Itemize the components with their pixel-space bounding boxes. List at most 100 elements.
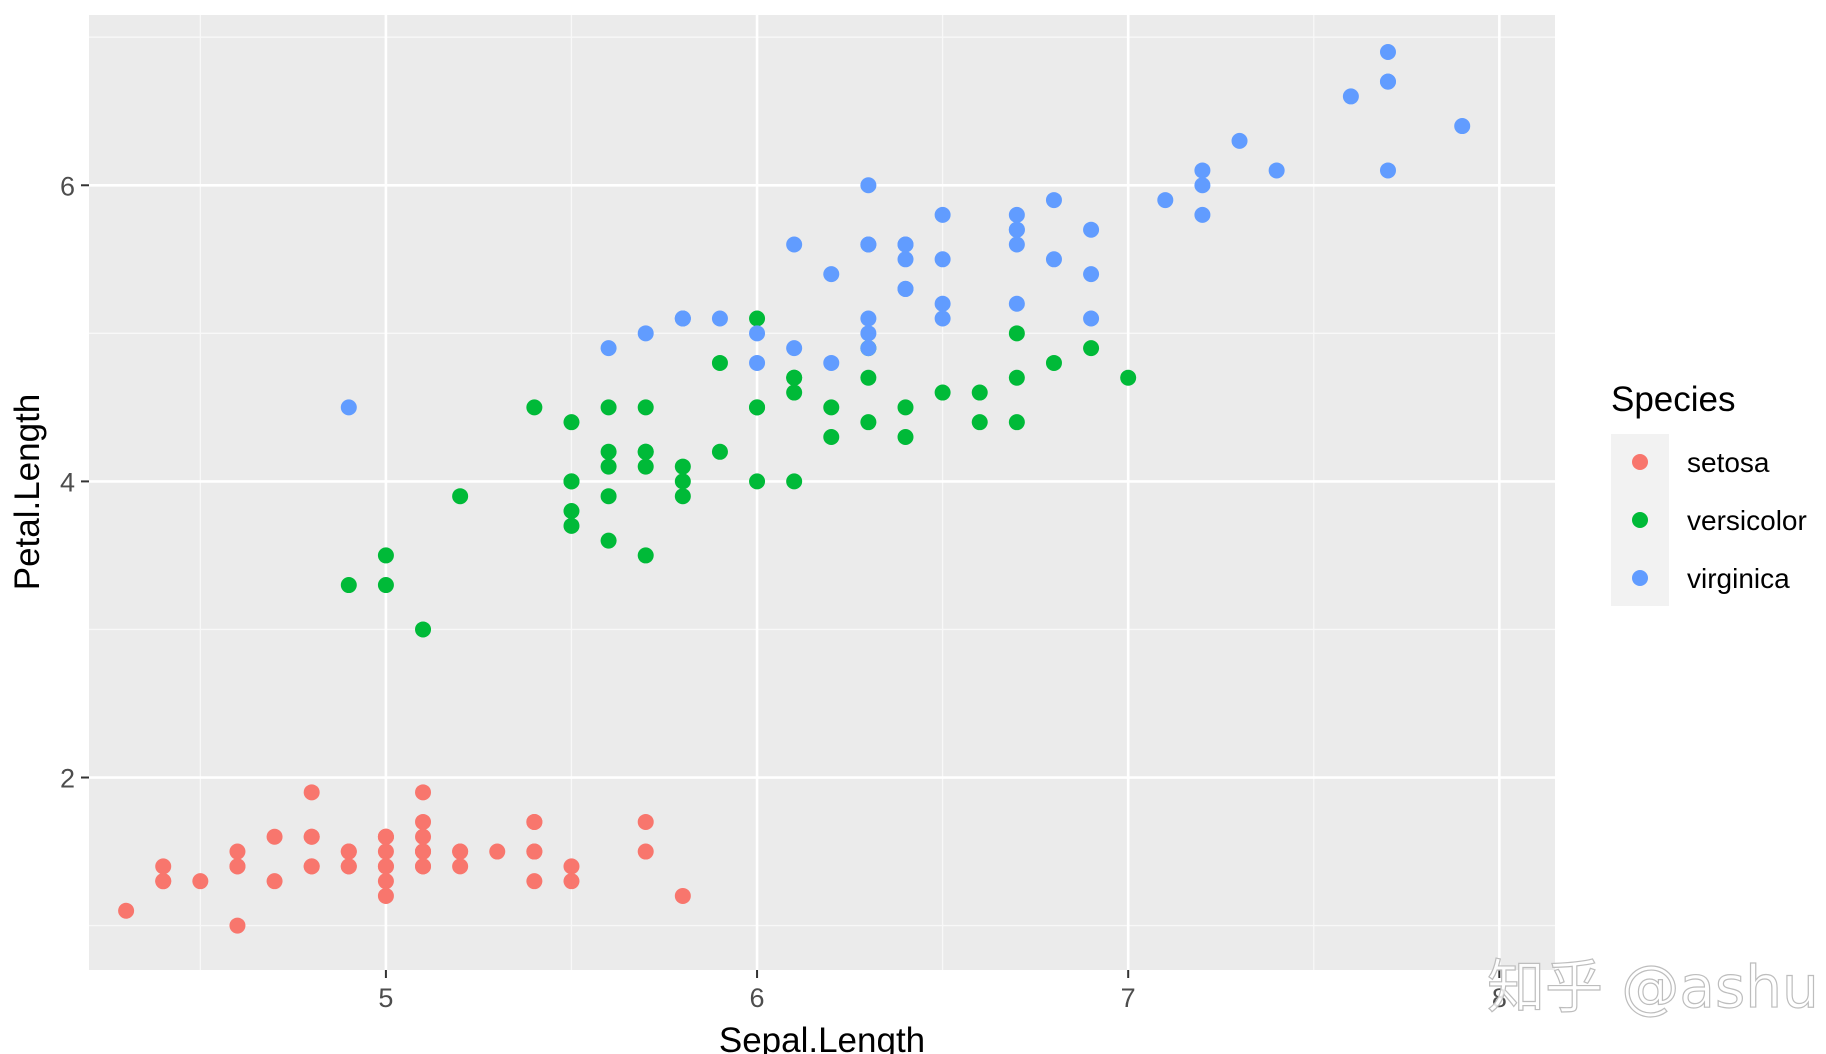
point-setosa: [563, 858, 580, 875]
point-virginica: [1342, 88, 1359, 105]
point-versicolor: [674, 473, 691, 490]
point-versicolor: [749, 310, 766, 327]
point-setosa: [377, 873, 394, 890]
point-virginica: [711, 310, 728, 327]
point-virginica: [1045, 251, 1062, 268]
point-versicolor: [1120, 369, 1137, 386]
point-setosa: [526, 813, 543, 830]
point-setosa: [377, 858, 394, 875]
point-virginica: [1008, 295, 1025, 312]
point-versicolor: [1008, 325, 1025, 342]
point-versicolor: [452, 488, 469, 505]
point-virginica: [1379, 44, 1396, 61]
point-versicolor: [971, 384, 988, 401]
data-points: [118, 44, 1471, 934]
point-versicolor: [600, 458, 617, 475]
legend-title: Species: [1611, 380, 1736, 419]
point-virginica: [1083, 310, 1100, 327]
point-virginica: [823, 266, 840, 283]
point-virginica: [1379, 162, 1396, 179]
point-versicolor: [563, 503, 580, 520]
point-virginica: [786, 236, 803, 253]
point-virginica: [934, 206, 951, 223]
point-setosa: [415, 843, 432, 860]
point-setosa: [118, 902, 135, 919]
legend-key-virginica: [1632, 570, 1648, 586]
legend: Species setosa versicolor virginica: [1611, 380, 1807, 606]
point-virginica: [637, 325, 654, 342]
point-versicolor: [600, 399, 617, 416]
x-tick-label: 5: [378, 983, 393, 1013]
legend-label-setosa: setosa: [1687, 447, 1770, 478]
point-versicolor: [786, 369, 803, 386]
x-axis-title: Sepal.Length: [719, 1021, 925, 1054]
point-versicolor: [1008, 414, 1025, 431]
legend-label-versicolor: versicolor: [1687, 505, 1807, 536]
point-virginica: [1045, 192, 1062, 209]
point-virginica: [749, 325, 766, 342]
point-versicolor: [823, 428, 840, 445]
point-virginica: [934, 310, 951, 327]
point-setosa: [303, 784, 320, 801]
point-versicolor: [823, 399, 840, 416]
point-versicolor: [340, 577, 357, 594]
point-setosa: [563, 873, 580, 890]
point-versicolor: [637, 458, 654, 475]
point-setosa: [377, 887, 394, 904]
point-virginica: [1194, 177, 1211, 194]
point-virginica: [1008, 221, 1025, 238]
point-versicolor: [786, 384, 803, 401]
point-setosa: [340, 858, 357, 875]
point-setosa: [415, 813, 432, 830]
axis-ticks: [81, 184, 1501, 978]
point-virginica: [1083, 266, 1100, 283]
point-setosa: [340, 843, 357, 860]
point-setosa: [637, 843, 654, 860]
point-versicolor: [563, 473, 580, 490]
point-versicolor: [897, 428, 914, 445]
point-virginica: [934, 251, 951, 268]
point-virginica: [897, 251, 914, 268]
point-virginica: [1379, 73, 1396, 90]
point-virginica: [860, 177, 877, 194]
point-virginica: [749, 354, 766, 371]
point-virginica: [1454, 118, 1471, 135]
point-versicolor: [415, 621, 432, 638]
point-versicolor: [1008, 369, 1025, 386]
point-versicolor: [674, 458, 691, 475]
y-tick-label: 4: [60, 467, 75, 497]
point-virginica: [1083, 221, 1100, 238]
point-virginica: [786, 340, 803, 357]
point-versicolor: [637, 547, 654, 564]
y-axis-title: Petal.Length: [8, 394, 47, 591]
point-virginica: [600, 340, 617, 357]
minor-gridlines: [89, 15, 1555, 970]
x-tick-label: 7: [1121, 983, 1136, 1013]
point-setosa: [229, 917, 246, 934]
point-virginica: [934, 295, 951, 312]
point-versicolor: [934, 384, 951, 401]
point-virginica: [1231, 132, 1248, 149]
point-setosa: [415, 828, 432, 845]
point-versicolor: [1083, 340, 1100, 357]
y-tick-label: 2: [60, 764, 75, 794]
y-tick-labels: 2 4 6: [60, 171, 75, 793]
point-setosa: [229, 858, 246, 875]
point-setosa: [526, 873, 543, 890]
panel-background: [89, 15, 1555, 970]
point-versicolor: [1045, 354, 1062, 371]
point-setosa: [266, 828, 283, 845]
point-versicolor: [526, 399, 543, 416]
point-setosa: [415, 858, 432, 875]
point-setosa: [266, 873, 283, 890]
point-setosa: [303, 828, 320, 845]
point-virginica: [860, 310, 877, 327]
point-versicolor: [971, 414, 988, 431]
legend-key-versicolor: [1632, 512, 1648, 528]
point-versicolor: [711, 443, 728, 460]
point-setosa: [155, 873, 172, 890]
point-setosa: [155, 858, 172, 875]
point-virginica: [1157, 192, 1174, 209]
legend-label-virginica: virginica: [1687, 563, 1790, 594]
point-versicolor: [377, 577, 394, 594]
